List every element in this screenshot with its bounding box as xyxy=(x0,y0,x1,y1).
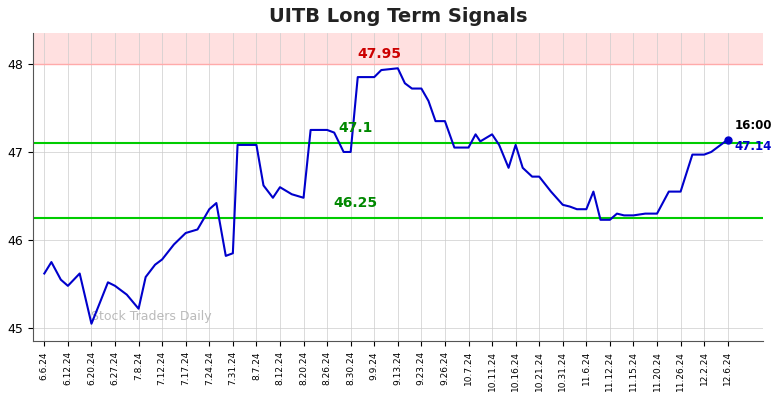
Text: Stock Traders Daily: Stock Traders Daily xyxy=(91,310,212,323)
Bar xyxy=(33,33,763,64)
Text: 47.1: 47.1 xyxy=(338,121,372,135)
Text: 46.25: 46.25 xyxy=(333,195,377,210)
Title: UITB Long Term Signals: UITB Long Term Signals xyxy=(269,7,527,26)
Text: 47.14: 47.14 xyxy=(735,140,772,153)
Text: 47.95: 47.95 xyxy=(357,47,401,61)
Text: 16:00: 16:00 xyxy=(735,119,772,132)
